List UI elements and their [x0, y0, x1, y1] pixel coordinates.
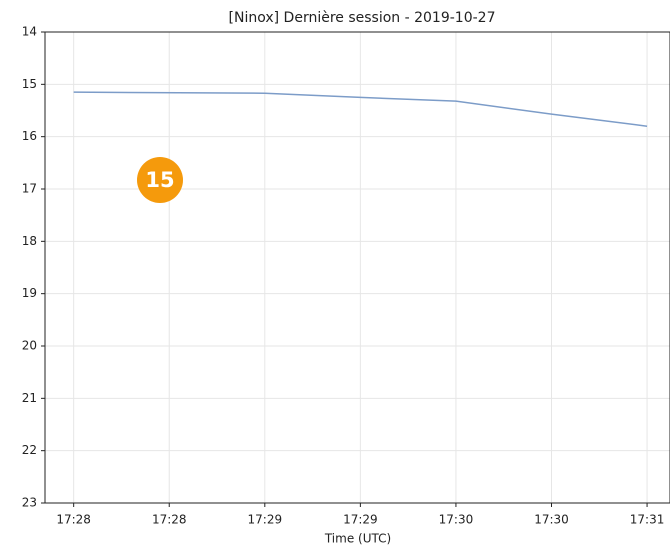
x-tick-label: 17:28 [56, 513, 91, 527]
y-tick-label: 22 [22, 443, 37, 457]
chart-title: [Ninox] Dernière session - 2019-10-27 [229, 10, 496, 26]
y-tick-label: 19 [22, 286, 37, 300]
x-tick-label: 17:28 [152, 513, 187, 527]
x-tick-label: 17:29 [248, 513, 283, 527]
x-tick-label: 17:29 [343, 513, 378, 527]
y-tick-label: 14 [22, 25, 37, 39]
y-tick-label: 16 [22, 129, 37, 143]
plot-frame [44, 31, 670, 504]
y-tick-label: 17 [22, 182, 37, 196]
y-tick-label: 20 [22, 339, 37, 353]
x-axis-label: Time (UTC) [324, 532, 391, 546]
data-line [73, 91, 648, 127]
badge-circle [137, 157, 183, 203]
x-tick-label: 17:30 [439, 513, 474, 527]
y-tick-label: 18 [22, 234, 37, 248]
y-tick-label: 21 [22, 391, 37, 405]
x-tick-label: 17:30 [534, 513, 569, 527]
badge-label: 15 [145, 168, 174, 192]
x-tick-label: 17:31 [630, 513, 665, 527]
y-tick-label: 23 [22, 496, 37, 510]
y-tick-label: 15 [22, 77, 37, 91]
